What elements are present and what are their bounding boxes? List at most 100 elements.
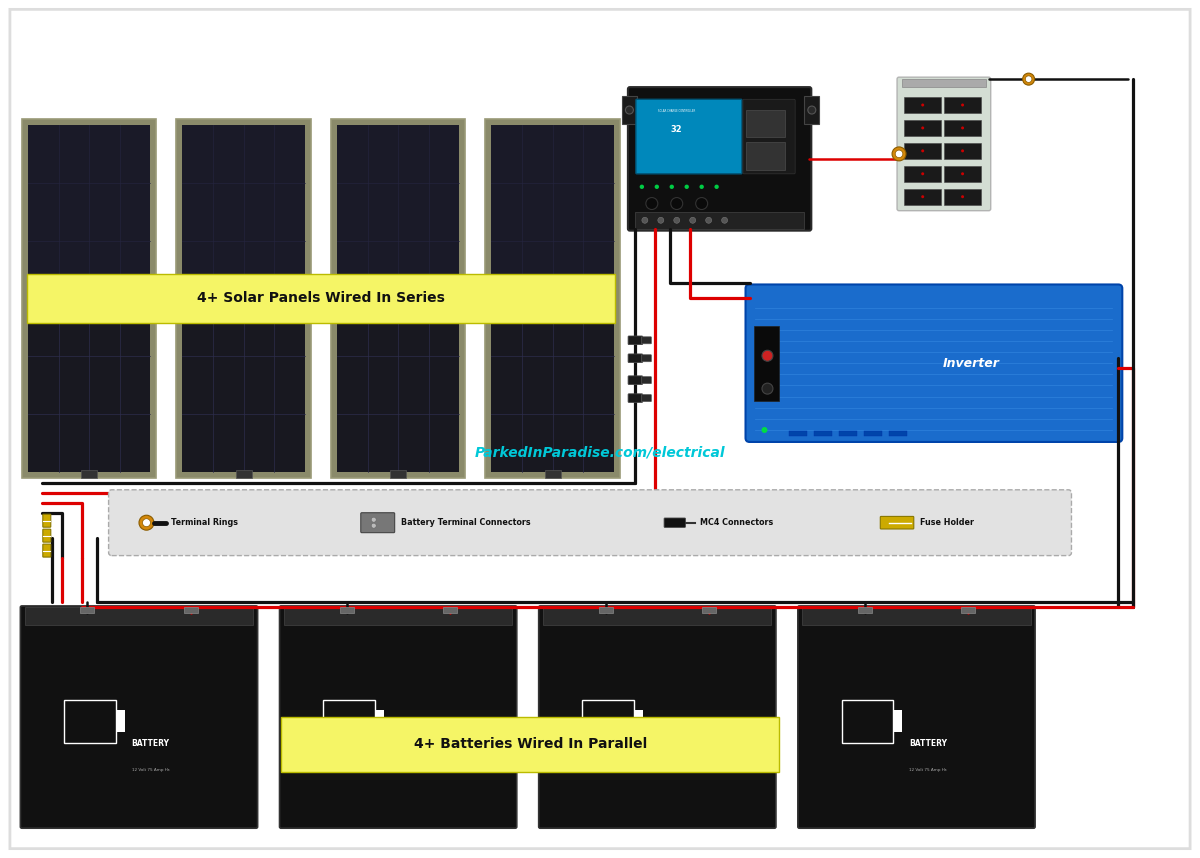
Circle shape bbox=[642, 217, 648, 223]
FancyBboxPatch shape bbox=[636, 100, 742, 174]
Circle shape bbox=[646, 197, 658, 209]
FancyBboxPatch shape bbox=[641, 337, 652, 344]
Bar bbox=[28, 125, 150, 299]
Bar bbox=[634, 710, 643, 733]
Circle shape bbox=[762, 384, 773, 394]
Bar bbox=[25, 607, 253, 625]
Bar bbox=[904, 189, 941, 205]
Bar bbox=[443, 607, 457, 613]
Bar bbox=[544, 607, 772, 625]
Bar bbox=[904, 166, 941, 182]
Bar bbox=[944, 120, 982, 136]
Circle shape bbox=[721, 217, 727, 223]
Bar bbox=[599, 607, 613, 613]
Text: BATTERY: BATTERY bbox=[132, 739, 169, 748]
FancyBboxPatch shape bbox=[43, 529, 50, 542]
Bar bbox=[864, 431, 882, 436]
Bar bbox=[337, 125, 460, 299]
Bar bbox=[889, 431, 907, 436]
Circle shape bbox=[655, 184, 659, 189]
Circle shape bbox=[922, 196, 924, 198]
FancyBboxPatch shape bbox=[628, 394, 643, 402]
Circle shape bbox=[139, 515, 154, 530]
Text: BATTERY: BATTERY bbox=[391, 739, 428, 748]
Circle shape bbox=[762, 427, 768, 433]
Text: Fuse Holder: Fuse Holder bbox=[920, 518, 974, 527]
FancyBboxPatch shape bbox=[485, 119, 620, 478]
Bar bbox=[337, 125, 460, 472]
Circle shape bbox=[961, 149, 964, 153]
Bar bbox=[944, 97, 982, 113]
FancyBboxPatch shape bbox=[331, 119, 466, 478]
Circle shape bbox=[671, 197, 683, 209]
Bar bbox=[755, 326, 780, 401]
Bar bbox=[790, 431, 808, 436]
Circle shape bbox=[961, 172, 964, 175]
Bar bbox=[944, 166, 982, 182]
Text: Battery Terminal Connectors: Battery Terminal Connectors bbox=[401, 518, 530, 527]
Bar bbox=[803, 607, 1031, 625]
Bar bbox=[804, 96, 820, 124]
Text: 4+ Solar Panels Wired In Series: 4+ Solar Panels Wired In Series bbox=[197, 292, 445, 305]
Text: BATTERY: BATTERY bbox=[910, 739, 947, 748]
Circle shape bbox=[961, 126, 964, 130]
Bar bbox=[702, 607, 716, 613]
FancyBboxPatch shape bbox=[22, 119, 156, 478]
Text: Inverter: Inverter bbox=[942, 357, 1000, 370]
Circle shape bbox=[961, 196, 964, 198]
Text: Terminal Rings: Terminal Rings bbox=[172, 518, 239, 527]
Text: SOLAR CHARGE CONTROLLER: SOLAR CHARGE CONTROLLER bbox=[658, 109, 695, 113]
Circle shape bbox=[762, 350, 773, 361]
FancyBboxPatch shape bbox=[539, 606, 776, 828]
Circle shape bbox=[1025, 76, 1032, 82]
FancyBboxPatch shape bbox=[361, 513, 395, 533]
Bar bbox=[115, 710, 125, 733]
Bar bbox=[815, 431, 833, 436]
Bar bbox=[374, 710, 384, 733]
Circle shape bbox=[371, 523, 377, 529]
FancyBboxPatch shape bbox=[628, 376, 643, 384]
Bar bbox=[491, 125, 614, 472]
FancyBboxPatch shape bbox=[43, 514, 50, 527]
Bar bbox=[284, 607, 512, 625]
Bar bbox=[622, 96, 637, 124]
FancyBboxPatch shape bbox=[641, 395, 652, 402]
Circle shape bbox=[625, 106, 634, 114]
Circle shape bbox=[706, 217, 712, 223]
FancyBboxPatch shape bbox=[176, 119, 311, 478]
Text: 12 Volt 75 Amp Hr.: 12 Volt 75 Amp Hr. bbox=[132, 768, 170, 771]
FancyBboxPatch shape bbox=[26, 274, 614, 323]
Circle shape bbox=[808, 106, 816, 114]
FancyBboxPatch shape bbox=[43, 544, 50, 557]
Text: 32: 32 bbox=[671, 124, 683, 134]
Circle shape bbox=[1022, 73, 1034, 85]
Circle shape bbox=[700, 184, 704, 189]
Circle shape bbox=[673, 217, 679, 223]
Bar bbox=[961, 607, 974, 613]
FancyBboxPatch shape bbox=[641, 377, 652, 384]
FancyBboxPatch shape bbox=[641, 354, 652, 362]
Circle shape bbox=[143, 519, 150, 527]
Bar bbox=[858, 607, 872, 613]
Circle shape bbox=[640, 184, 644, 189]
Bar bbox=[491, 125, 614, 299]
FancyBboxPatch shape bbox=[898, 77, 991, 211]
Bar bbox=[390, 470, 406, 478]
Circle shape bbox=[371, 517, 377, 523]
Bar bbox=[340, 607, 354, 613]
Bar bbox=[944, 142, 982, 159]
Circle shape bbox=[714, 184, 719, 189]
FancyBboxPatch shape bbox=[628, 88, 811, 231]
Circle shape bbox=[690, 217, 696, 223]
Bar bbox=[182, 125, 305, 472]
FancyBboxPatch shape bbox=[745, 285, 1122, 442]
Text: MC4 Connectors: MC4 Connectors bbox=[700, 518, 773, 527]
Bar bbox=[904, 97, 941, 113]
Bar bbox=[841, 699, 893, 743]
Bar bbox=[746, 142, 785, 170]
Bar bbox=[82, 470, 97, 478]
Bar bbox=[904, 142, 941, 159]
Circle shape bbox=[684, 184, 689, 189]
Text: 12 Volt 75 Amp Hr.: 12 Volt 75 Amp Hr. bbox=[908, 768, 947, 771]
Bar bbox=[323, 699, 374, 743]
